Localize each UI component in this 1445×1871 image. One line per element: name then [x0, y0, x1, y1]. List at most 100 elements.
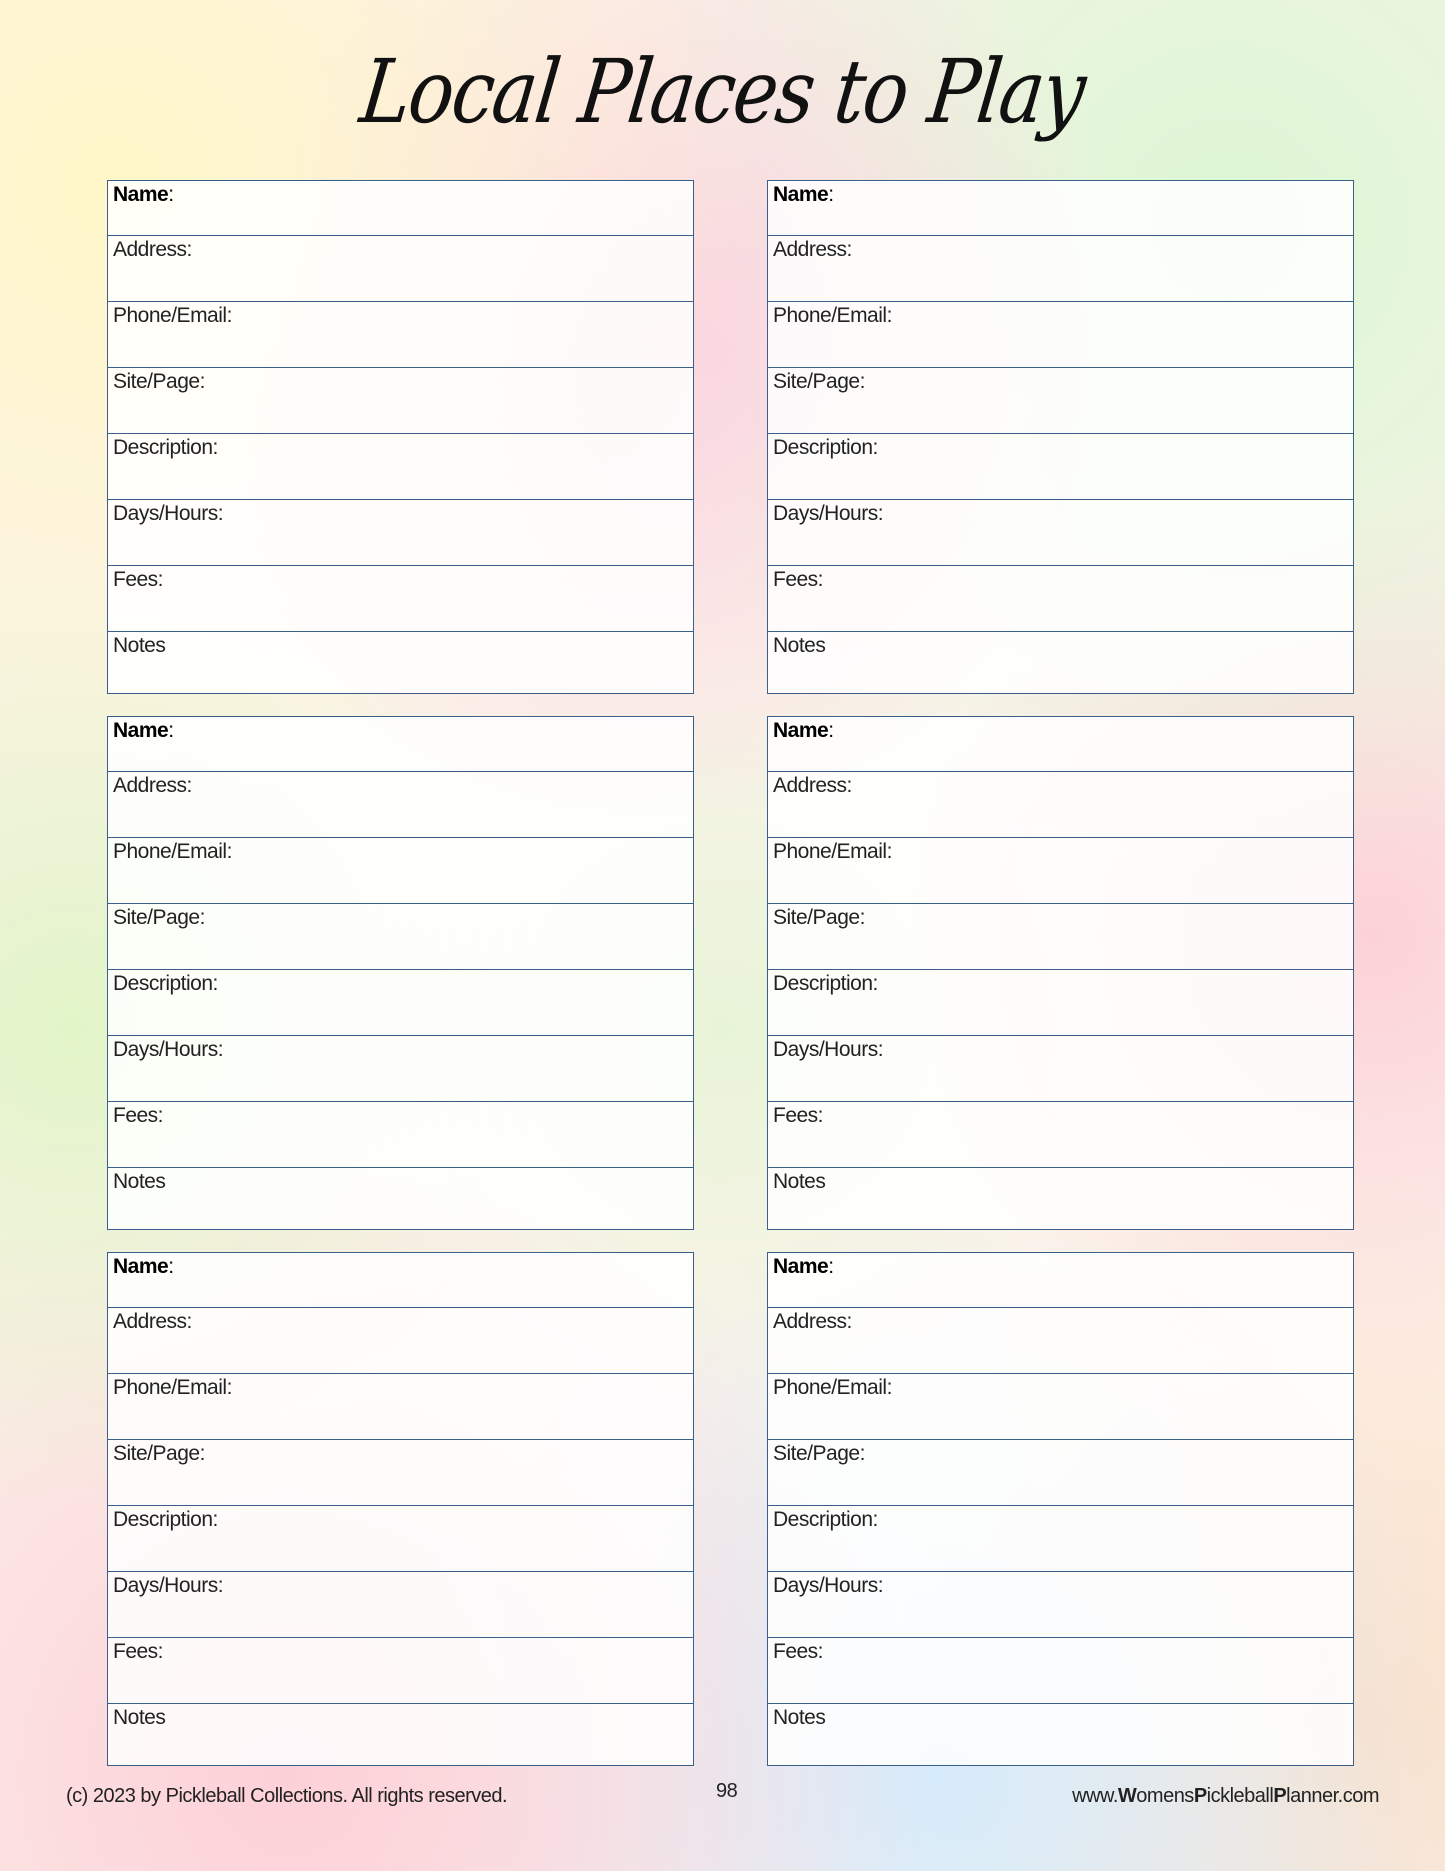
- field-label: Days/Hours:: [113, 1038, 224, 1061]
- field-row[interactable]: Notes: [108, 1167, 693, 1233]
- place-card: Name: Address: Phone/Email: Site/Page: Descr…: [107, 180, 694, 694]
- field-row[interactable]: Address:: [108, 235, 693, 301]
- field-label: Description:: [773, 436, 878, 459]
- field-label: Address:: [773, 238, 852, 261]
- field-row[interactable]: Description:: [108, 433, 693, 499]
- field-label: Notes: [773, 1170, 826, 1193]
- field-label: Phone/Email:: [113, 1376, 232, 1399]
- field-row[interactable]: Notes: [108, 631, 693, 697]
- field-row[interactable]: Notes: [108, 1703, 693, 1769]
- field-label: Site/Page:: [773, 1442, 865, 1465]
- field-row[interactable]: Phone/Email:: [108, 301, 693, 367]
- field-label: Name: [773, 183, 829, 206]
- field-label: Days/Hours:: [773, 1574, 884, 1597]
- field-label: Notes: [113, 634, 166, 657]
- field-label: Name: [113, 1255, 169, 1278]
- website-part: omens: [1136, 1785, 1194, 1807]
- place-card: Name: Address: Phone/Email: Site/Page: Descr…: [767, 716, 1354, 1230]
- field-row[interactable]: Description:: [768, 433, 1353, 499]
- field-label: Name: [773, 719, 829, 742]
- field-label: Name: [113, 719, 169, 742]
- field-label: Days/Hours:: [113, 1574, 224, 1597]
- website-part: ickleball: [1206, 1785, 1274, 1807]
- field-row[interactable]: Name:: [108, 717, 693, 771]
- field-row[interactable]: Site/Page:: [108, 903, 693, 969]
- field-row[interactable]: Phone/Email:: [768, 837, 1353, 903]
- field-label: Notes: [773, 1706, 826, 1729]
- field-row[interactable]: Phone/Email:: [108, 837, 693, 903]
- place-card: Name: Address: Phone/Email: Site/Page: Descr…: [107, 1252, 694, 1766]
- field-row[interactable]: Days/Hours:: [108, 499, 693, 565]
- field-label: Description:: [113, 436, 218, 459]
- field-row[interactable]: Days/Hours:: [108, 1035, 693, 1101]
- field-label: Phone/Email:: [113, 304, 232, 327]
- field-row[interactable]: Notes: [768, 631, 1353, 697]
- field-row[interactable]: Address:: [768, 771, 1353, 837]
- field-row[interactable]: Description:: [768, 1505, 1353, 1571]
- field-row[interactable]: Description:: [108, 1505, 693, 1571]
- field-label: Fees:: [113, 1640, 164, 1663]
- page-number: 98: [716, 1780, 738, 1802]
- field-row[interactable]: Site/Page:: [108, 1439, 693, 1505]
- field-label: Address:: [773, 1310, 852, 1333]
- field-row[interactable]: Days/Hours:: [108, 1571, 693, 1637]
- field-row[interactable]: Description:: [108, 969, 693, 1035]
- field-row[interactable]: Fees:: [108, 1101, 693, 1167]
- website-part: P: [1273, 1785, 1287, 1807]
- field-row[interactable]: Days/Hours:: [768, 499, 1353, 565]
- field-label: Notes: [113, 1170, 166, 1193]
- field-row[interactable]: Address:: [768, 235, 1353, 301]
- field-row[interactable]: Days/Hours:: [768, 1571, 1353, 1637]
- field-label: Site/Page:: [113, 370, 205, 393]
- field-row[interactable]: Notes: [768, 1167, 1353, 1233]
- colon: :: [168, 183, 174, 206]
- field-label: Description:: [113, 972, 218, 995]
- website: www.WomensPickleballPlanner.com: [1072, 1785, 1379, 1808]
- field-row[interactable]: Name:: [768, 181, 1353, 235]
- field-row[interactable]: Fees:: [108, 1637, 693, 1703]
- field-label: Fees:: [773, 1104, 824, 1127]
- field-label: Name: [113, 183, 169, 206]
- field-label: Phone/Email:: [773, 840, 892, 863]
- field-row[interactable]: Fees:: [108, 565, 693, 631]
- field-row[interactable]: Name:: [768, 1253, 1353, 1307]
- colon: :: [828, 183, 834, 206]
- field-row[interactable]: Site/Page:: [108, 367, 693, 433]
- field-label: Notes: [773, 634, 826, 657]
- field-label: Phone/Email:: [113, 840, 232, 863]
- field-row[interactable]: Fees:: [768, 565, 1353, 631]
- field-row[interactable]: Site/Page:: [768, 1439, 1353, 1505]
- field-label: Days/Hours:: [773, 502, 884, 525]
- field-row[interactable]: Fees:: [768, 1101, 1353, 1167]
- field-row[interactable]: Name:: [108, 1253, 693, 1307]
- field-row[interactable]: Site/Page:: [768, 367, 1353, 433]
- field-label: Address:: [113, 1310, 192, 1333]
- field-row[interactable]: Address:: [108, 1307, 693, 1373]
- field-label: Name: [773, 1255, 829, 1278]
- colon: :: [168, 1255, 174, 1278]
- field-label: Site/Page:: [113, 1442, 205, 1465]
- field-label: Notes: [113, 1706, 166, 1729]
- field-row[interactable]: Phone/Email:: [108, 1373, 693, 1439]
- colon: :: [828, 1255, 834, 1278]
- website-part: lanner.com: [1286, 1785, 1379, 1807]
- website-part: W: [1117, 1785, 1137, 1807]
- field-label: Phone/Email:: [773, 304, 892, 327]
- field-row[interactable]: Phone/Email:: [768, 1373, 1353, 1439]
- copyright: (c) 2023 by Pickleball Collections. All …: [66, 1785, 508, 1807]
- field-row[interactable]: Address:: [108, 771, 693, 837]
- field-row[interactable]: Address:: [768, 1307, 1353, 1373]
- field-label: Site/Page:: [773, 906, 865, 929]
- field-row[interactable]: Phone/Email:: [768, 301, 1353, 367]
- field-label: Address:: [113, 238, 192, 261]
- field-row[interactable]: Days/Hours:: [768, 1035, 1353, 1101]
- field-row[interactable]: Description:: [768, 969, 1353, 1035]
- field-row[interactable]: Name:: [768, 717, 1353, 771]
- field-label: Description:: [773, 1508, 878, 1531]
- field-row[interactable]: Site/Page:: [768, 903, 1353, 969]
- colon: :: [828, 719, 834, 742]
- field-row[interactable]: Notes: [768, 1703, 1353, 1769]
- field-row[interactable]: Fees:: [768, 1637, 1353, 1703]
- field-row[interactable]: Name:: [108, 181, 693, 235]
- field-label: Fees:: [113, 1104, 164, 1127]
